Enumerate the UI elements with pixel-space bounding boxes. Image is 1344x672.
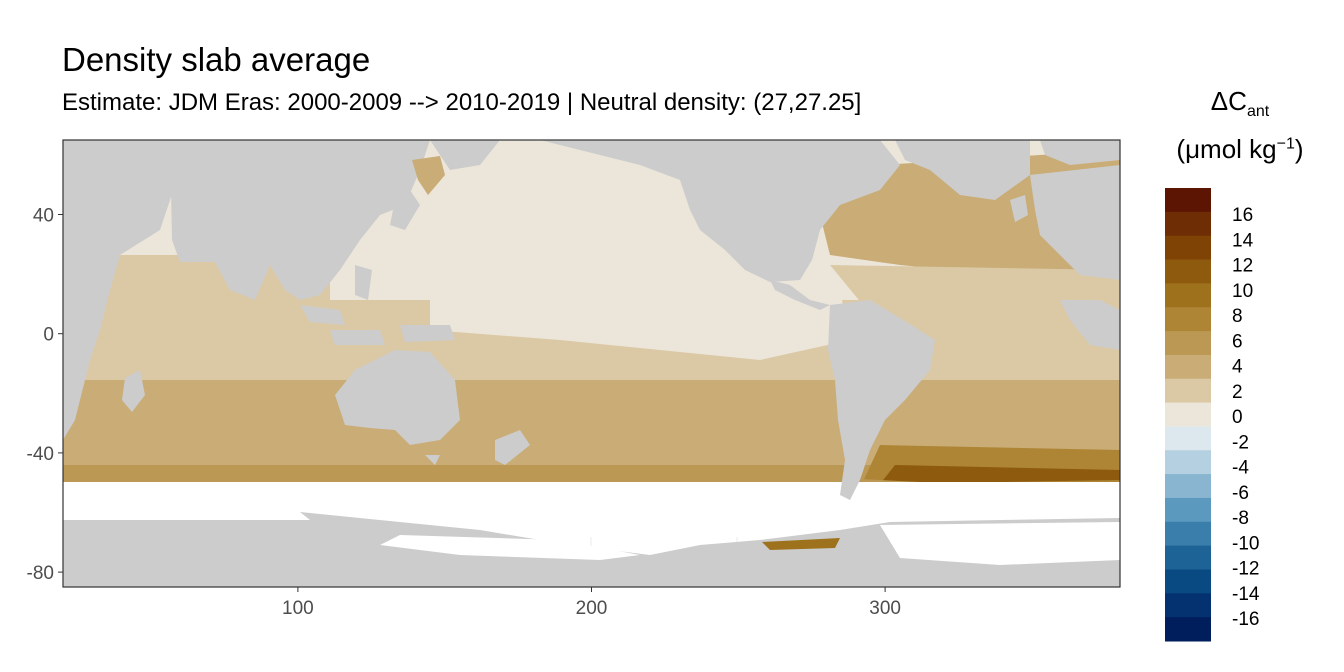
x-axis: 100 200 300 [282, 587, 901, 619]
land-philippines [355, 265, 372, 300]
legend-label: 8 [1232, 306, 1243, 327]
land-south-america [828, 300, 935, 500]
land-tasmania [425, 455, 440, 465]
map-content [63, 140, 1120, 587]
zone-weddell-patch [762, 538, 840, 550]
x-tick-label: 100 [282, 598, 314, 619]
legend-swatch [1165, 235, 1211, 261]
land-new-guinea [400, 325, 455, 342]
legend-label: 14 [1232, 230, 1254, 251]
legend-swatch [1165, 354, 1211, 380]
legend-swatch [1165, 617, 1211, 642]
land-antarctica-white-patch-1 [380, 535, 640, 560]
legend-label: 0 [1232, 407, 1243, 428]
legend-swatch [1165, 474, 1211, 499]
legend-unit-suffix: ) [1294, 134, 1304, 164]
legend-label: -8 [1232, 508, 1249, 529]
legend-swatch [1165, 331, 1211, 356]
legend-unit-superscript: −1 [1276, 135, 1295, 153]
land-north-america [540, 140, 900, 282]
legend-swatch [1165, 426, 1211, 451]
land-japan [390, 190, 420, 230]
land-arctic-islands [1040, 140, 1120, 165]
legend-swatch [1165, 378, 1211, 404]
legend-label: -16 [1232, 609, 1259, 630]
legend-unit-prefix: (μmol kg [1176, 134, 1277, 164]
zone-eastern-pacific-light [430, 290, 850, 360]
legend-swatch [1165, 593, 1211, 618]
y-tick-label: 40 [33, 206, 54, 227]
land-antarctica-white-patch-2 [880, 522, 1120, 565]
land-indonesia-2 [330, 330, 385, 345]
legend-colorbar: 16 14 12 10 8 6 4 2 0 -2 -4 -6 -8 -10 -12 -14 -16 [1165, 188, 1260, 642]
legend-swatch [1165, 450, 1211, 475]
land-masses [63, 140, 1120, 587]
chart-subtitle: Estimate: JDM Eras: 2000-2009 --> 2010-2… [62, 89, 862, 116]
legend-label: -10 [1232, 533, 1259, 554]
land-madagascar [122, 370, 145, 412]
legend-swatch [1165, 497, 1211, 523]
chart-title: Density slab average [62, 41, 371, 78]
land-europe [1030, 165, 1120, 280]
land-antarctica-white-patch-3 [63, 512, 310, 520]
legend-title-symbol: ΔCant [1160, 86, 1320, 121]
land-central-america [770, 280, 830, 310]
zone-south-atlantic-deep [880, 465, 1120, 484]
legend-label: -14 [1232, 584, 1260, 605]
legend-label: 12 [1232, 256, 1253, 277]
legend-swatch [1165, 188, 1211, 213]
legend-label: 2 [1232, 382, 1243, 403]
y-axis: 40 0 -40 -80 [27, 206, 63, 584]
legend-label: 6 [1232, 331, 1243, 352]
legend-swatch [1165, 402, 1211, 427]
legend-title-main: ΔC [1210, 86, 1247, 116]
land-africa [63, 140, 175, 440]
y-tick-label: 0 [43, 325, 54, 346]
legend-swatch [1165, 211, 1211, 237]
land-new-zealand [495, 430, 530, 465]
land-kamchatka [430, 140, 500, 170]
land-greenland [895, 140, 1030, 200]
land-africa-west [1060, 300, 1120, 350]
land-indonesia-1 [300, 305, 345, 325]
legend-swatch [1165, 259, 1211, 284]
legend-label: -4 [1232, 458, 1249, 479]
legend-swatch [1165, 521, 1211, 547]
legend-label: 10 [1232, 281, 1253, 302]
legend-label: 4 [1232, 357, 1243, 378]
legend-swatch [1165, 545, 1211, 570]
land-uk [1010, 195, 1028, 222]
legend-title-unit: (μmol kg−1) [1160, 134, 1320, 165]
land-australia [335, 350, 460, 445]
legend-label: -12 [1232, 559, 1259, 580]
legend-label: 16 [1232, 205, 1253, 226]
legend-swatch [1165, 307, 1211, 332]
zone-okhotsk [412, 156, 445, 195]
y-tick-label: -80 [27, 563, 54, 584]
y-tick-label: -40 [27, 444, 54, 465]
legend-swatch [1165, 569, 1211, 594]
legend-swatch [1165, 283, 1211, 308]
x-tick-label: 300 [869, 598, 901, 619]
legend-label: -6 [1232, 483, 1249, 504]
legend-label: -2 [1232, 432, 1249, 453]
x-tick-label: 200 [576, 598, 608, 619]
land-asia [170, 140, 430, 300]
legend-title-subscript: ant [1246, 103, 1270, 121]
